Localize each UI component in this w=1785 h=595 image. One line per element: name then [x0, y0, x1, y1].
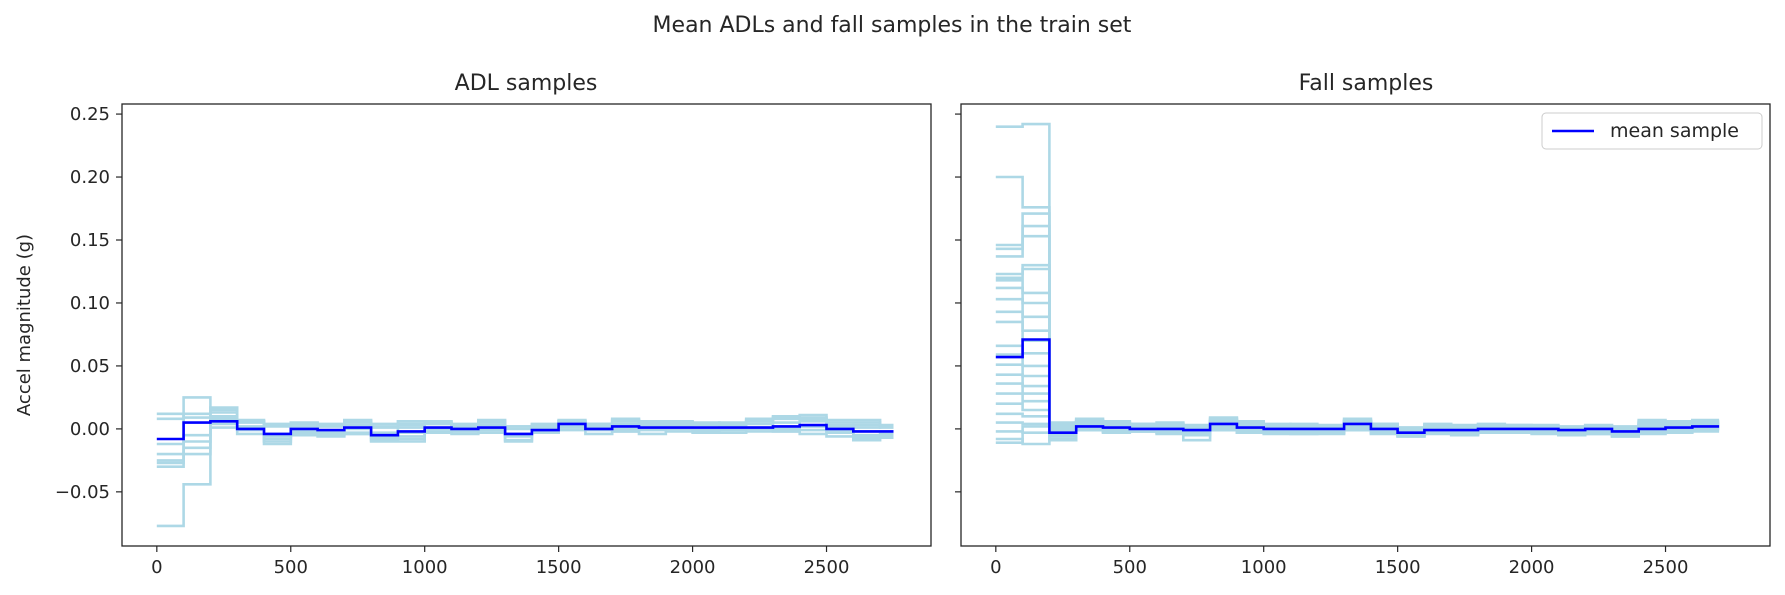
fall-mean-line [995, 338, 1720, 434]
adl-y-axis-label: Accel magnitude (g) [14, 234, 35, 416]
adl-y-tick-label: 0.10 [70, 293, 110, 314]
adl-x-ticks: 0 500 1000 1500 2000 2500 [151, 546, 849, 578]
fall-panel-title: Fall samples [1299, 71, 1434, 96]
fall-x-tick-label: 0 [990, 557, 1001, 578]
adl-y-ticks: −0.05 0.00 0.05 0.10 0.15 0.20 0.25 [55, 104, 122, 503]
adl-y-tick-label: 0.00 [70, 419, 110, 440]
adl-panel: ADL samples Accel magnitude (g) 0 500 1000… [14, 71, 932, 578]
legend-box [1541, 112, 1763, 150]
fall-x-tick-label: 2500 [1643, 557, 1689, 578]
fall-legend: mean sample [1541, 112, 1763, 150]
fall-x-tick-label: 2000 [1509, 557, 1555, 578]
adl-sample-line [156, 422, 894, 462]
adl-x-tick-label: 2000 [670, 557, 716, 578]
adl-y-tick-label: 0.05 [70, 356, 110, 377]
fall-panel: Fall samples 0 500 1000 1500 2000 2500 mean s… [955, 71, 1771, 578]
figure-suptitle: Mean ADLs and fall samples in the train … [653, 13, 1132, 38]
fall-x-tick-label: 500 [1113, 557, 1147, 578]
adl-x-tick-label: 1500 [536, 557, 582, 578]
adl-sample-line [156, 426, 894, 468]
adl-plot-frame [121, 103, 932, 547]
adl-y-tick-label: 0.15 [70, 230, 110, 251]
adl-mean-line-group [156, 420, 894, 441]
adl-x-tick-label: 0 [151, 557, 162, 578]
fall-mean-line-group [995, 338, 1720, 434]
adl-y-tick-label: 0.25 [70, 104, 110, 125]
adl-mean-line [156, 420, 894, 441]
fall-y-ticks [955, 113, 961, 493]
adl-y-tick-label: 0.20 [70, 167, 110, 188]
adl-sample-line [156, 406, 894, 431]
fall-plot-frame [960, 103, 1771, 547]
fall-x-tick-label: 1500 [1375, 557, 1421, 578]
adl-x-tick-label: 2500 [804, 557, 850, 578]
fall-x-tick-label: 1000 [1241, 557, 1287, 578]
legend-mean-label: mean sample [1610, 120, 1739, 142]
adl-x-tick-label: 500 [274, 557, 308, 578]
fall-sample-line [995, 425, 1720, 444]
fall-x-ticks: 0 500 1000 1500 2000 2500 [990, 546, 1688, 578]
adl-x-tick-label: 1000 [402, 557, 448, 578]
adl-y-tick-label: −0.05 [55, 482, 110, 503]
adl-panel-title: ADL samples [455, 71, 598, 96]
